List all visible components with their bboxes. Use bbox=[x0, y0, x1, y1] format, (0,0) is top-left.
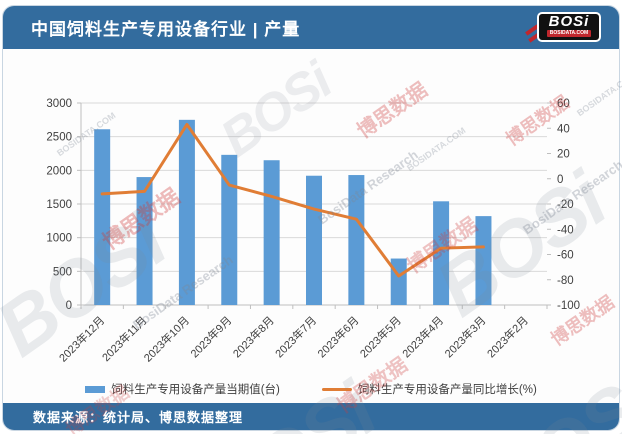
right-axis-label: -100 bbox=[557, 300, 580, 312]
chart-legend: 饲料生产专用设备产量当期值(台) 饲料生产专用设备产量同比增长(%) bbox=[3, 378, 619, 400]
x-axis-label: 2023年10月 bbox=[141, 313, 192, 364]
x-axis-label: 2023年4月 bbox=[399, 313, 446, 360]
line-series-swatch-icon bbox=[321, 387, 352, 391]
left-axis-label: 2500 bbox=[46, 132, 72, 144]
bar-series-swatch-icon bbox=[85, 385, 106, 393]
right-axis-label: -80 bbox=[557, 275, 574, 287]
left-axis-label: 1500 bbox=[46, 199, 72, 211]
right-axis-label: 20 bbox=[557, 149, 570, 161]
x-axis-label: 2023年12月 bbox=[56, 313, 107, 364]
right-axis-label: 0 bbox=[557, 174, 563, 186]
x-axis-label: 2023年7月 bbox=[272, 313, 319, 360]
logo-wordmark: BOSi bbox=[548, 12, 590, 30]
right-axis-label: 60 bbox=[557, 98, 570, 110]
x-axis-label: 2023年3月 bbox=[441, 313, 488, 360]
bar bbox=[94, 129, 111, 305]
x-axis-label: 2023年2月 bbox=[484, 313, 531, 360]
header-bar: 中国饲料生产专用设备行业 | 产量 BOSi BOSIDATA.COM bbox=[3, 6, 619, 49]
bar bbox=[390, 258, 407, 305]
bar bbox=[178, 119, 195, 305]
footer-bar: 数据来源：统计局、博思数据整理 bbox=[3, 403, 619, 430]
logo-domain: BOSIDATA.COM bbox=[546, 29, 592, 37]
left-axis-label: 0 bbox=[66, 300, 72, 312]
x-axis-label: 2023年8月 bbox=[230, 313, 277, 360]
right-axis-label: -60 bbox=[557, 250, 574, 262]
logo-box: BOSi BOSIDATA.COM bbox=[537, 11, 601, 42]
right-axis-label: -20 bbox=[557, 199, 574, 211]
bar bbox=[433, 201, 450, 305]
left-axis-label: 3000 bbox=[46, 98, 72, 110]
page-title: 中国饲料生产专用设备行业 | 产量 bbox=[31, 20, 301, 39]
bar bbox=[306, 175, 322, 305]
right-axis-label: -40 bbox=[557, 224, 574, 236]
x-axis-label: 2023年5月 bbox=[357, 313, 404, 360]
bar bbox=[348, 175, 365, 305]
bar bbox=[263, 160, 280, 305]
bar bbox=[136, 177, 153, 305]
legend-item-line-series: 饲料生产专用设备产量同比增长(%) bbox=[321, 381, 537, 397]
bosi-logo: BOSi BOSIDATA.COM bbox=[523, 11, 601, 44]
right-axis-label: 40 bbox=[557, 123, 570, 135]
x-axis-label: 2023年6月 bbox=[314, 313, 361, 360]
data-source-text: 数据来源：统计局、博思数据整理 bbox=[33, 410, 244, 425]
growth-line bbox=[100, 122, 485, 278]
left-axis-label: 500 bbox=[53, 266, 72, 278]
bar bbox=[475, 216, 492, 305]
x-axis-label: 2023年9月 bbox=[187, 313, 234, 360]
bar bbox=[221, 154, 238, 305]
chart-area: 0 500 1000 1500 2000 2500 3000 -100 -80 -60 -40 -20… bbox=[3, 49, 619, 405]
bar-series-label: 饲料生产专用设备产量当期值(台) bbox=[111, 384, 280, 396]
line-series-label: 饲料生产专用设备产量同比增长(%) bbox=[357, 384, 537, 396]
legend-item-bar-series: 饲料生产专用设备产量当期值(台) bbox=[85, 381, 280, 397]
report-card: 中国饲料生产专用设备行业 | 产量 BOSi BOSIDATA.COM 0 500… bbox=[2, 5, 620, 431]
left-axis-label: 1000 bbox=[46, 233, 72, 245]
combo-chart: 0 500 1000 1500 2000 2500 3000 -100 -80 -60 -40 -20… bbox=[46, 98, 580, 365]
left-axis-label: 2000 bbox=[46, 165, 72, 177]
